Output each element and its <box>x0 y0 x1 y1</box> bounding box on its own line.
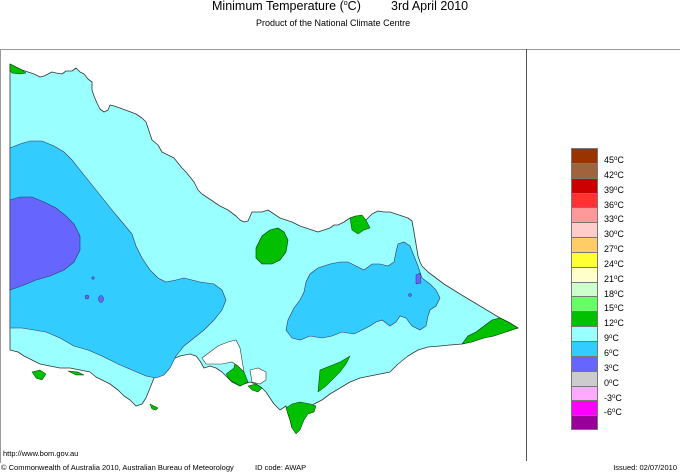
legend-swatch <box>571 400 598 416</box>
legend-item: 33oC <box>571 207 661 224</box>
legend-item: 36oC <box>571 192 661 210</box>
legend-item: 21oC <box>571 266 661 284</box>
legend-item: 30oC <box>571 222 661 239</box>
legend-item: 0oC <box>571 370 661 388</box>
legend-item: 24oC <box>571 251 661 269</box>
isotherm-12-15-coast-2 <box>67 370 85 376</box>
cold-spot-east <box>415 272 422 285</box>
legend-swatch <box>571 207 598 223</box>
legend-swatch <box>571 148 598 163</box>
legend-swatch <box>571 385 598 401</box>
cold-spot <box>84 294 90 300</box>
map-title: Minimum Temperature (oC) <box>212 0 361 13</box>
legend-item: 45oC <box>571 148 661 165</box>
legend-swatch <box>571 251 598 267</box>
isotherm-12-15-east <box>461 317 519 345</box>
legend-swatch <box>571 281 598 297</box>
legend-item: 3oC <box>571 355 661 373</box>
legend-item: 6oC <box>571 340 661 358</box>
legend-swatch <box>571 192 598 208</box>
isotherm-12-15-northwest <box>9 63 27 75</box>
map-date: 3rd April 2010 <box>391 0 469 13</box>
legend-swatch <box>571 311 598 327</box>
id-code: ID code: AWAP <box>255 463 307 472</box>
cold-spot <box>91 276 95 280</box>
legend-swatch <box>571 296 598 312</box>
legend-divider <box>526 49 527 461</box>
legend-swatch <box>571 266 598 282</box>
port-phillip-bay <box>201 339 245 373</box>
cold-spot <box>408 293 412 297</box>
isotherm-6-9-west <box>9 140 227 379</box>
isotherm-12-15-central <box>255 227 289 265</box>
isotherm-6-9-east <box>285 241 441 341</box>
legend-item: 9oC <box>571 326 661 343</box>
legend-item: 39oC <box>571 177 661 195</box>
legend-item: 27oC <box>571 237 661 254</box>
legend-item: 15oC <box>571 296 661 313</box>
chart-header: Minimum Temperature (oC) 3rd April 2010 <box>0 0 680 14</box>
map-subtitle: Product of the National Climate Centre <box>256 18 411 28</box>
legend-swatch <box>571 177 598 193</box>
legend-item: -6oC <box>571 400 661 417</box>
western-port-bay <box>249 367 267 385</box>
map-frame <box>0 49 680 463</box>
isotherm-3-6-west <box>9 196 81 291</box>
legend-item: 12oC <box>571 311 661 328</box>
isotherm-12-15-peninsula <box>247 383 263 393</box>
footer: © Commonwealth of Australia 2010, Austra… <box>0 463 680 474</box>
source-url: http://www.bom.gov.au <box>3 449 79 458</box>
legend-swatch <box>571 370 598 386</box>
isotherm-12-15-south-coast <box>317 355 351 393</box>
legend-swatch <box>571 237 598 252</box>
issued-date: Issued: 02/07/2010 <box>613 463 677 472</box>
legend-item <box>571 415 661 431</box>
legend-item: -3oC <box>571 385 661 403</box>
legend-swatch <box>571 340 598 356</box>
temperature-legend: 45oC 42oC 39oC 36oC 33oC 30oC 27oC 24oC … <box>571 148 661 431</box>
isotherm-12-15-north <box>349 214 371 235</box>
legend-swatch <box>571 222 598 238</box>
legend-item: 18oC <box>571 281 661 299</box>
legend-swatch <box>571 162 598 178</box>
legend-swatch <box>571 326 598 341</box>
temperature-map <box>9 63 519 435</box>
legend-swatch <box>571 415 598 431</box>
copyright-text: © Commonwealth of Australia 2010, Austra… <box>1 463 234 472</box>
isotherm-12-15-coast-3 <box>149 403 159 411</box>
isotherm-12-15-promontory <box>285 401 317 435</box>
legend-item: 42oC <box>571 162 661 180</box>
legend-swatch <box>571 355 598 371</box>
isotherm-12-15-coast-1 <box>31 369 47 381</box>
cold-spot <box>98 295 104 303</box>
